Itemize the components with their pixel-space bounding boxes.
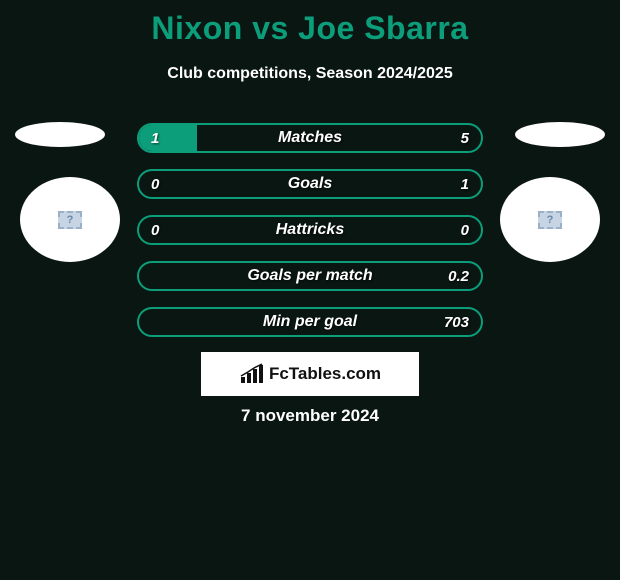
stats-bars: 1 Matches 5 0 Goals 1 0 Hattricks 0 Goal… [137, 123, 483, 353]
player-right-avatar: ? [500, 177, 600, 262]
date-text: 7 november 2024 [0, 406, 620, 426]
stat-label: Goals [139, 171, 481, 197]
subtitle: Club competitions, Season 2024/2025 [0, 65, 620, 83]
stat-right-value: 0.2 [448, 263, 469, 289]
branding-text: FcTables.com [269, 364, 381, 384]
stat-row-min-per-goal: Min per goal 703 [137, 307, 483, 337]
stat-right-value: 5 [461, 125, 469, 151]
stat-right-value: 703 [444, 309, 469, 335]
stat-right-value: 1 [461, 171, 469, 197]
stat-label: Hattricks [139, 217, 481, 243]
branding-badge: FcTables.com [201, 352, 419, 396]
bar-chart-icon [239, 363, 265, 385]
player-left-avatar: ? [20, 177, 120, 262]
stat-label: Matches [139, 125, 481, 151]
stat-row-hattricks: 0 Hattricks 0 [137, 215, 483, 245]
page-title: Nixon vs Joe Sbarra [0, 0, 620, 47]
stat-row-matches: 1 Matches 5 [137, 123, 483, 153]
stat-row-goals: 0 Goals 1 [137, 169, 483, 199]
placeholder-icon: ? [58, 211, 82, 229]
stat-right-value: 0 [461, 217, 469, 243]
stat-row-goals-per-match: Goals per match 0.2 [137, 261, 483, 291]
placeholder-icon: ? [538, 211, 562, 229]
stat-label: Min per goal [139, 309, 481, 335]
stat-label: Goals per match [139, 263, 481, 289]
player-left-shadow [15, 122, 105, 147]
player-right-shadow [515, 122, 605, 147]
